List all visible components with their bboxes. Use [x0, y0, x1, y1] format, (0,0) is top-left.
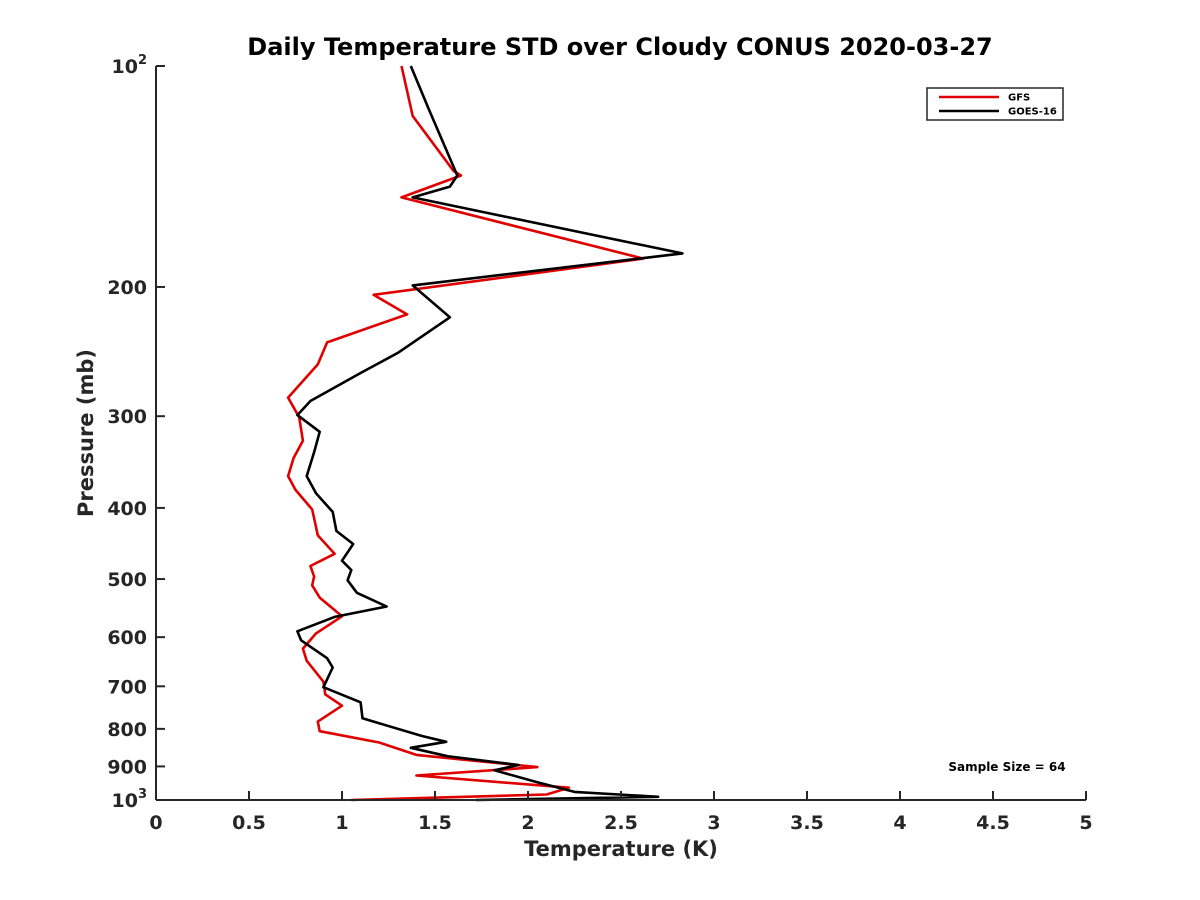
series-layer — [286, 65, 684, 802]
x-tick-label: 2.5 — [604, 812, 638, 834]
y-tick-label-exponent: 2 — [138, 53, 147, 68]
legend-label: GFS — [1008, 93, 1030, 104]
y-tick-label: 102 — [112, 53, 148, 78]
y-tick-label-base: 700 — [107, 676, 147, 698]
legend-box — [926, 87, 1064, 121]
series-line-goes-16 — [296, 65, 684, 802]
y-tick-label-base: 10 — [112, 56, 138, 78]
y-tick-label: 500 — [107, 569, 147, 591]
x-axis-label: Temperature (K) — [524, 837, 718, 861]
legend: GFS GOES-16 — [926, 87, 1064, 121]
x-tick-label: 5 — [1079, 812, 1092, 834]
y-tick-label-base: 200 — [107, 277, 147, 299]
series-line-gfs — [286, 65, 645, 802]
y-tick-label: 800 — [107, 719, 147, 741]
x-tick-label: 0.5 — [232, 812, 266, 834]
y-tick-label-base: 400 — [107, 498, 147, 520]
y-tick-label-base: 800 — [107, 719, 147, 741]
y-tick-label-base: 900 — [107, 756, 147, 778]
sample-size-annotation: Sample Size = 64 — [948, 760, 1065, 774]
y-tick-label-base: 10 — [112, 790, 138, 812]
y-tick-label: 200 — [107, 277, 147, 299]
y-tick-label-base: 600 — [107, 627, 147, 649]
chart-title: Daily Temperature STD over Cloudy CONUS … — [247, 33, 992, 61]
y-tick-label-base: 300 — [107, 406, 147, 428]
x-tick-label: 1 — [335, 812, 348, 834]
x-axis-ticks: 0 0.5 1 1.5 2 2.5 3 3.5 4 4.5 5 — [149, 791, 1093, 834]
y-tick-label: 900 — [107, 756, 147, 778]
y-tick-label: 103 — [112, 787, 148, 812]
legend-label: GOES-16 — [1008, 107, 1057, 118]
y-tick-label: 600 — [107, 627, 147, 649]
x-tick-label: 4 — [893, 812, 906, 834]
y-tick-label: 300 — [107, 406, 147, 428]
x-tick-label: 0 — [149, 812, 162, 834]
y-tick-label: 400 — [107, 498, 147, 520]
y-tick-label: 700 — [107, 676, 147, 698]
y-tick-label-exponent: 3 — [138, 787, 147, 802]
x-tick-label: 4.5 — [976, 812, 1010, 834]
x-tick-label: 1.5 — [418, 812, 452, 834]
y-tick-label-base: 500 — [107, 569, 147, 591]
x-tick-label: 2 — [521, 812, 534, 834]
x-tick-label: 3 — [707, 812, 720, 834]
x-tick-label: 3.5 — [790, 812, 824, 834]
y-axis-label: Pressure (mb) — [74, 349, 98, 517]
